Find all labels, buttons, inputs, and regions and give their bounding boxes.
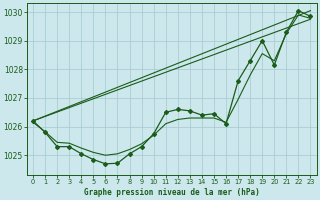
X-axis label: Graphe pression niveau de la mer (hPa): Graphe pression niveau de la mer (hPa) [84, 188, 260, 197]
